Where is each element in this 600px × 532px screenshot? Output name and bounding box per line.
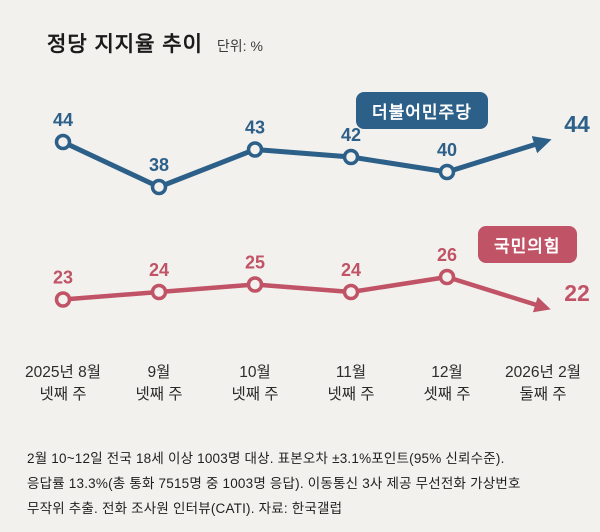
x-axis-label: 2026년 2월 xyxy=(505,363,581,381)
data-point-marker xyxy=(54,133,72,151)
x-axis-label: 9월 xyxy=(148,363,171,381)
footnote-line-1: 2월 10~12일 전국 18세 이상 1003명 대상. 표본오차 ±3.1%… xyxy=(27,451,505,466)
value-label: 24 xyxy=(341,260,361,280)
value-label: 42 xyxy=(341,125,361,145)
x-axis-label: 넷째 주 xyxy=(135,385,182,403)
data-point-marker xyxy=(438,268,456,286)
chart-title: 정당 지지율 추이 xyxy=(47,33,203,56)
value-label: 43 xyxy=(245,118,265,138)
data-point-marker xyxy=(342,148,360,166)
value-label-latest: 22 xyxy=(564,280,590,306)
footnote: 2월 10~12일 전국 18세 이상 1003명 대상. 표본오차 ±3.1%… xyxy=(27,446,590,521)
value-label-latest: 44 xyxy=(564,111,590,137)
series-line-0 xyxy=(60,136,552,190)
value-label: 44 xyxy=(53,110,73,130)
value-label: 24 xyxy=(149,260,169,280)
data-point-marker xyxy=(438,163,456,181)
x-axis-label: 12월 xyxy=(431,363,463,381)
x-axis-label: 셋째 주 xyxy=(423,385,470,403)
value-label: 40 xyxy=(437,140,457,160)
data-point-marker xyxy=(150,283,168,301)
value-label: 23 xyxy=(53,268,73,288)
value-label: 25 xyxy=(245,253,265,273)
value-label: 26 xyxy=(437,245,457,265)
data-point-marker xyxy=(246,276,264,293)
footnote-line-2: 응답률 13.3%(총 통화 7515명 중 1003명 응답). 이동통신 3… xyxy=(27,476,521,491)
x-axis-label: 둘째 주 xyxy=(519,385,566,403)
data-point-marker xyxy=(246,141,264,158)
x-axis-label: 넷째 주 xyxy=(231,385,278,403)
x-axis-label: 10월 xyxy=(239,363,271,381)
chart-header: 정당 지지율 추이 단위: % xyxy=(47,28,263,58)
data-point-marker xyxy=(150,178,168,196)
x-axis-label: 넷째 주 xyxy=(39,385,86,403)
data-point-marker xyxy=(342,283,360,301)
unit-label: 단위: % xyxy=(216,38,263,54)
series-badge-people-power-party: 국민의힘 xyxy=(478,226,577,263)
value-label: 38 xyxy=(149,155,169,175)
series-line-1 xyxy=(60,274,551,313)
x-axis-label: 2025년 8월 xyxy=(25,363,101,381)
series-badge-democratic-party: 더불어민주당 xyxy=(356,92,488,129)
footnote-line-3: 무작위 추출. 전화 조사원 인터뷰(CATI). 자료: 한국갤럽 xyxy=(27,501,343,516)
data-point-marker xyxy=(54,291,72,308)
x-axis-label: 11월 xyxy=(336,363,366,381)
x-axis-label: 넷째 주 xyxy=(327,385,374,403)
